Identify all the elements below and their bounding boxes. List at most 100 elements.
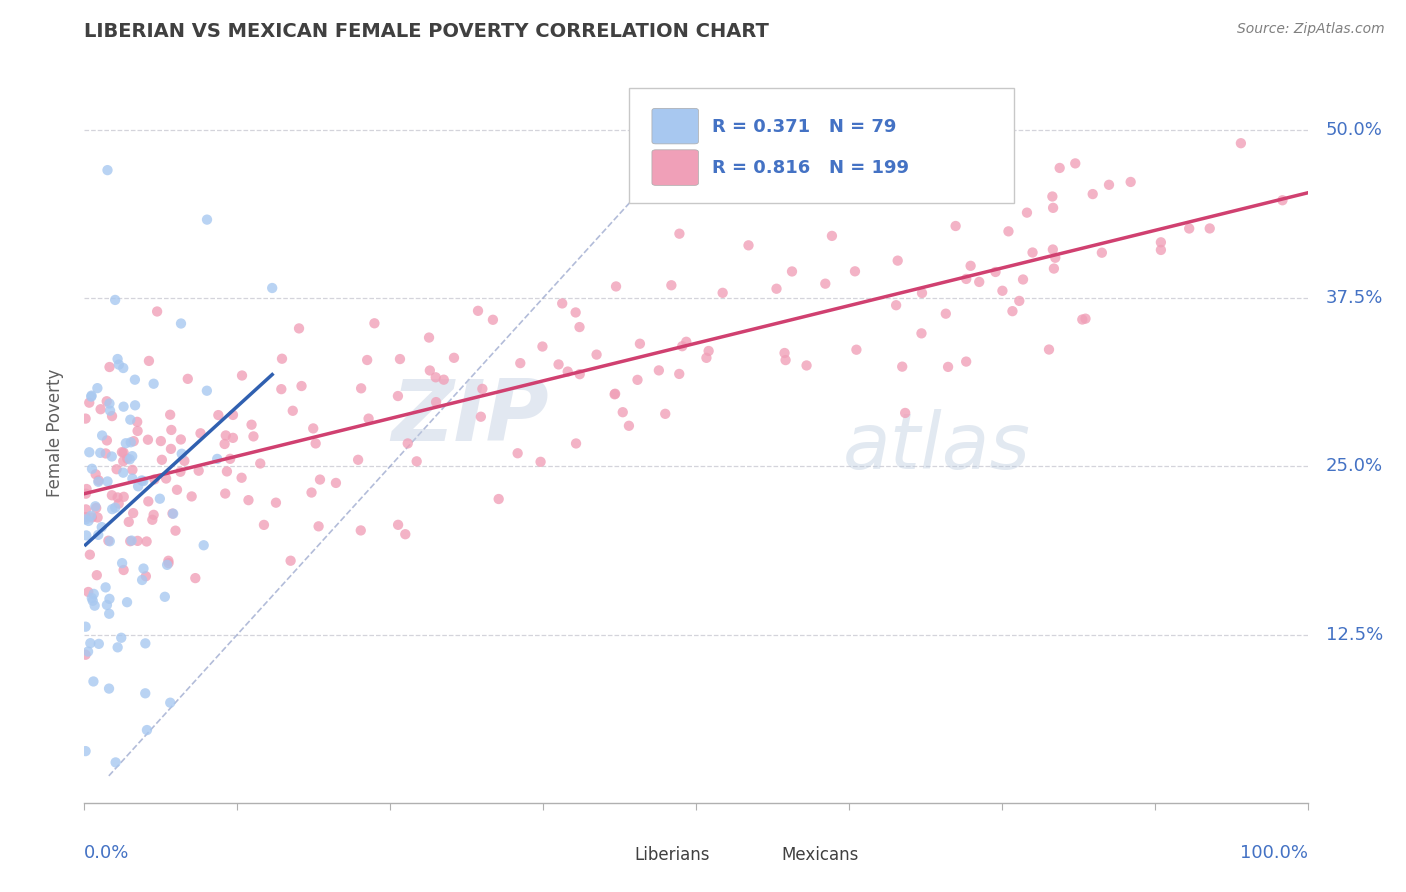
FancyBboxPatch shape [628,88,1014,203]
Point [280,554,302,568]
Point [193,538,215,552]
Point [654,407,676,421]
Point [159,696,181,710]
Point [143,472,166,486]
Point [433,373,456,387]
Point [488,491,510,506]
Point [127,533,149,548]
Point [997,224,1019,238]
Point [1021,245,1043,260]
Point [169,465,191,479]
Point [325,475,347,490]
Point [357,411,380,425]
Point [215,428,238,442]
Text: Liberians: Liberians [636,846,710,863]
Point [531,339,554,353]
Text: Mexicans: Mexicans [782,846,859,863]
Point [388,352,411,367]
Point [86,510,108,524]
Point [671,339,693,353]
Point [605,386,627,401]
Point [98,396,121,410]
Point [82,594,104,608]
Point [1271,194,1294,208]
Point [347,452,370,467]
Point [737,238,759,252]
FancyBboxPatch shape [652,150,699,186]
Point [1045,251,1067,265]
Point [628,336,651,351]
Point [231,368,253,383]
Point [96,475,118,489]
Point [79,445,101,459]
Point [142,508,165,522]
Point [238,493,260,508]
Point [98,607,121,621]
Point [127,479,149,493]
Point [127,424,149,438]
Point [87,637,110,651]
Point [301,485,323,500]
Point [396,436,419,450]
Point [84,467,107,482]
Text: 0.0%: 0.0% [84,844,129,862]
Point [765,282,787,296]
Point [891,359,914,374]
Point [675,334,697,349]
Point [180,490,202,504]
Point [83,587,105,601]
Point [177,372,200,386]
Point [131,573,153,587]
Y-axis label: Female Poverty: Female Poverty [45,368,63,497]
Point [959,259,981,273]
Point [86,568,108,582]
Point [112,454,135,468]
Point [253,517,276,532]
Point [471,382,494,396]
Point [98,591,121,606]
Point [112,466,135,480]
Point [215,465,238,479]
Point [97,533,120,548]
Point [90,402,112,417]
Point [82,674,104,689]
Point [75,620,97,634]
Point [96,434,118,448]
Text: ZIP: ZIP [391,376,550,459]
Point [910,326,932,341]
Point [80,508,103,523]
Point [884,298,907,312]
Point [262,281,284,295]
Point [112,400,135,414]
Point [418,330,440,344]
Point [470,409,492,424]
Point [118,515,141,529]
Point [96,163,118,178]
Point [80,390,103,404]
Point [155,471,177,485]
Point [270,382,292,396]
Point [80,591,103,605]
Point [142,376,165,391]
Point [1198,221,1220,235]
Point [1038,343,1060,357]
Point [156,558,179,572]
Point [387,517,409,532]
Point [112,563,135,577]
Point [160,423,183,437]
Point [107,497,129,511]
Point [911,285,934,300]
Point [249,457,271,471]
Point [104,293,127,307]
Point [1230,136,1253,151]
Point [75,510,97,524]
Point [659,278,682,293]
Point [1042,243,1064,257]
Point [612,405,634,419]
Point [75,411,97,425]
Point [136,494,159,508]
Point [394,527,416,541]
Point [77,514,100,528]
Point [91,428,114,442]
Point [120,413,142,427]
